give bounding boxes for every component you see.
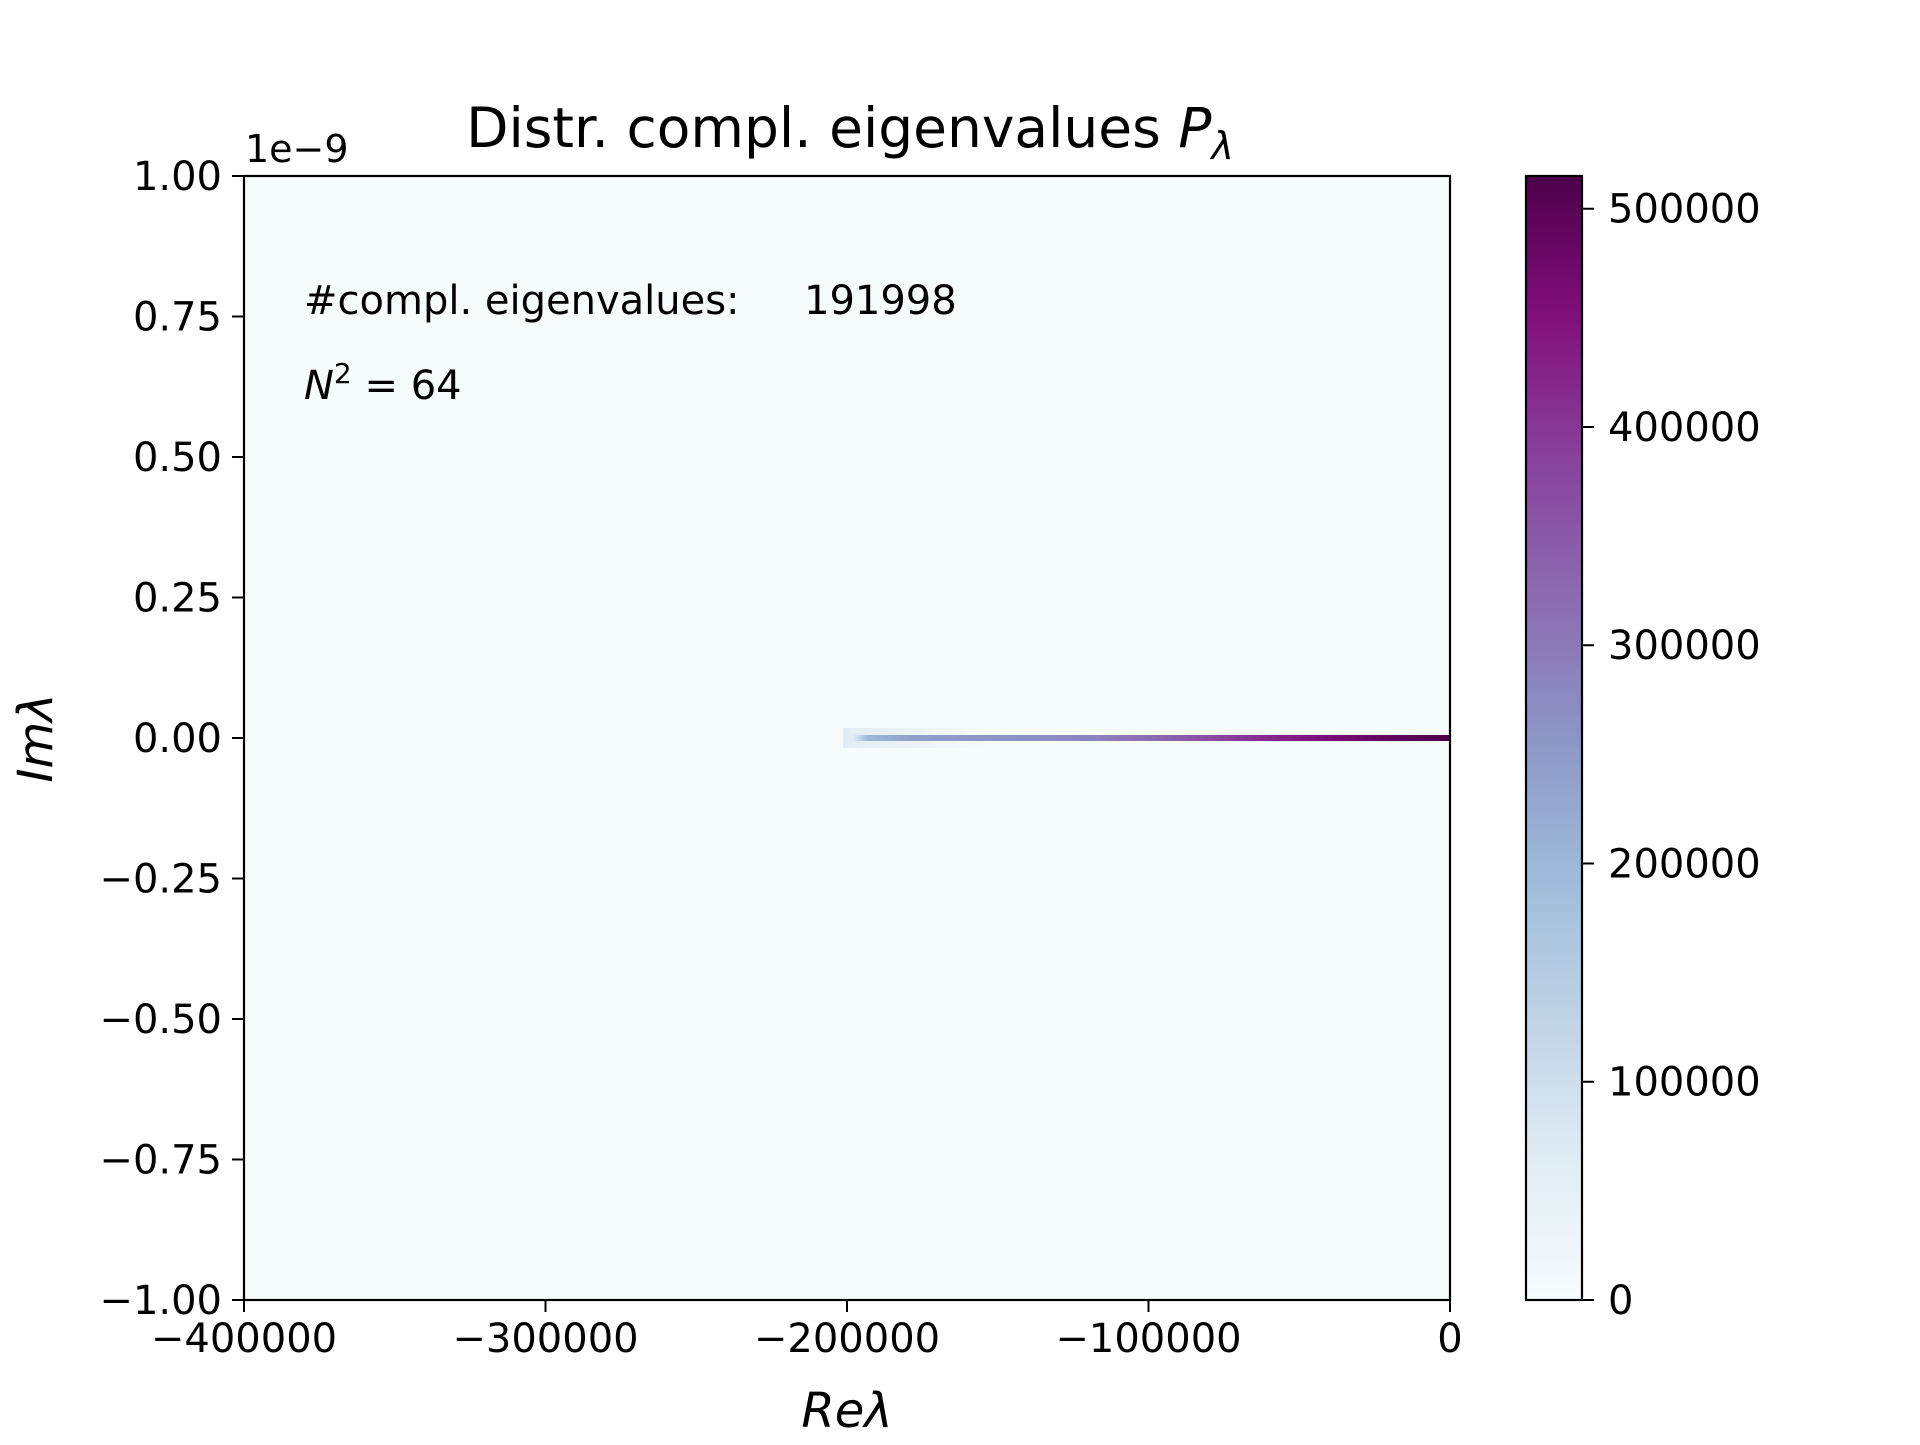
band-core (853, 735, 1450, 741)
density-band (843, 728, 1450, 748)
x-tick-label: −200000 (754, 1316, 940, 1362)
chart-title: Distr. compl. eigenvalues Pλ (466, 96, 1234, 168)
colorbar-tick-label: 0 (1608, 1278, 1633, 1324)
eigenvalue-count-value: 191998 (804, 278, 957, 324)
x-axis-label: Reλ (801, 1383, 892, 1439)
y-tick-label: −0.50 (99, 997, 222, 1043)
y-offset-label: 1e−9 (245, 127, 349, 171)
n-squared-annotation: N2 = 64 (304, 357, 462, 409)
x-axis-ticks: −400000 −300000 −200000 −100000 0 (151, 1300, 1463, 1362)
colorbar (1524, 174, 1584, 1302)
colorbar-tick-label: 400000 (1608, 405, 1761, 451)
colorbar-tick-label: 300000 (1608, 623, 1761, 669)
y-axis-label: Imλ (8, 693, 64, 782)
eigenvalue-count-label: #compl. eigenvalues: (304, 278, 740, 324)
y-tick-label: −0.25 (99, 857, 222, 903)
x-tick-label: −100000 (1055, 1316, 1241, 1362)
y-tick-label: 0.50 (133, 435, 222, 481)
colorbar-tick-label: 200000 (1608, 841, 1761, 887)
y-tick-label: 0.25 (133, 576, 222, 622)
y-tick-label: 0.00 (133, 716, 222, 762)
colorbar-tick-label: 500000 (1608, 187, 1761, 233)
y-tick-label: 1.00 (133, 154, 222, 200)
y-tick-label: −0.75 (99, 1138, 222, 1184)
x-tick-label: −300000 (452, 1316, 638, 1362)
colorbar-ticks: 0 100000 200000 300000 400000 500000 (1582, 187, 1761, 1324)
y-tick-label: −1.00 (99, 1278, 222, 1324)
y-tick-label: 0.75 (133, 295, 222, 341)
colorbar-tick-label: 100000 (1608, 1060, 1761, 1106)
x-tick-label: 0 (1437, 1316, 1462, 1362)
y-axis-ticks: 1.00 0.75 0.50 0.25 0.00 −0.25 −0.50 −0.75 −1.00 (99, 154, 244, 1324)
x-tick-label: −400000 (151, 1316, 337, 1362)
